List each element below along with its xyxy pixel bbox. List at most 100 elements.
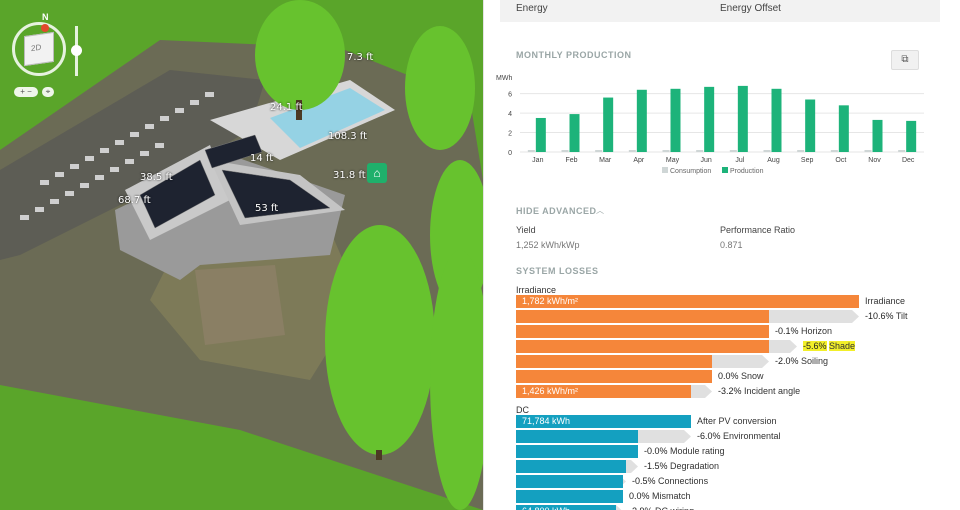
loss-percent: -0.1% (775, 326, 799, 336)
loss-label: -2.0% Soiling (775, 356, 828, 366)
legend-label: Production (730, 168, 764, 175)
production-bar (636, 89, 647, 152)
consumption-bar (729, 150, 737, 152)
performance-ratio-value: 0.871 (720, 240, 743, 250)
x-tick-label: Oct (835, 157, 846, 164)
loss-name: Environmental (723, 431, 781, 441)
loss-bar-value: 1,782 kWh/m² (522, 296, 579, 306)
loss-bar (516, 445, 638, 458)
production-bar (737, 85, 748, 152)
parked-cars (20, 92, 214, 220)
dimension-label: 31.8 ft (333, 170, 366, 181)
copy-button[interactable]: ⧉ (891, 50, 919, 70)
consumption-bar (763, 150, 771, 152)
legend-label: Consumption (670, 168, 711, 175)
view-cube[interactable]: 2D (24, 31, 54, 67)
house-icon[interactable]: ⌂ (367, 163, 387, 183)
dimension-label: 68.7 ft (118, 195, 151, 206)
loss-bar (516, 430, 638, 443)
loss-label: 0.0% Mismatch (629, 491, 691, 501)
loss-bar (516, 475, 623, 488)
yield-label: Yield (516, 225, 536, 235)
y-tick-label: 4 (508, 111, 512, 118)
production-bar (535, 117, 546, 152)
x-tick-label: Sep (801, 157, 814, 164)
loss-bar (516, 340, 769, 353)
loss-name: Module rating (670, 446, 725, 456)
loss-percent: -6.0% (697, 431, 721, 441)
loss-bar (516, 460, 626, 473)
zoom-buttons[interactable]: + − (14, 87, 38, 97)
loss-name: Mismatch (652, 491, 691, 501)
loss-name: Incident angle (744, 386, 801, 396)
roof-setback-area (270, 88, 385, 148)
loss-name: Shade (829, 341, 856, 351)
y-axis-unit: MWh (496, 75, 512, 82)
loss-percent: -0.5% (632, 476, 656, 486)
loss-percent: -10.6% (865, 311, 894, 321)
x-tick-label: Dec (902, 157, 915, 164)
loss-bar-value: 64,800 kWh (522, 506, 570, 510)
loss-arrow (626, 460, 638, 473)
navigation-cube[interactable]: N 2D (8, 12, 82, 82)
yield-value: 1,252 kWh/kWp (516, 240, 580, 250)
dc-group-label: DC (516, 405, 529, 415)
system-losses-title: SYSTEM LOSSES (516, 266, 599, 276)
loss-percent: -0.0% (644, 446, 668, 456)
x-tick-label: Jul (735, 157, 744, 164)
loss-percent: 0.0% (629, 491, 650, 501)
parking-lot (0, 70, 265, 260)
design-3d-viewport[interactable]: 7.3 ft 24.1 ft 108.3 ft 31.8 ft 14 ft 38… (0, 0, 483, 510)
loss-name: DC wiring (655, 506, 694, 510)
production-bar (805, 99, 816, 152)
loss-arrow (769, 340, 797, 353)
hide-advanced-toggle[interactable]: HIDE ADVANCED (516, 206, 597, 216)
dimension-label: 108.3 ft (328, 131, 368, 142)
zoom-slider-handle[interactable] (71, 45, 82, 56)
loss-bar: 1,426 kWh/m² (516, 385, 691, 398)
summary-header: Energy Energy Offset (500, 0, 940, 22)
loss-name: Degradation (670, 461, 720, 471)
loss-bar: 1,782 kWh/m² (516, 295, 859, 308)
x-tick-label: Nov (868, 157, 881, 164)
recenter-button[interactable]: ⌖ (42, 87, 54, 97)
loss-bar (516, 310, 769, 323)
playground (195, 265, 285, 345)
consumption-bar (797, 150, 805, 152)
legend-swatch (662, 167, 668, 173)
loss-name: Tilt (895, 311, 908, 321)
loss-percent: 0.0% (718, 371, 739, 381)
x-tick-label: Apr (633, 157, 645, 164)
chevron-up-icon[interactable]: ︿ (596, 206, 604, 215)
trees (255, 0, 483, 510)
analysis-panel[interactable]: Energy Energy Offset MONTHLY PRODUCTION … (483, 0, 960, 510)
energy-label: Energy (516, 3, 548, 14)
consumption-bar (864, 150, 872, 152)
loss-name: Snow (741, 371, 764, 381)
x-tick-label: Aug (767, 157, 780, 164)
dimension-label: 38.5 ft (140, 172, 173, 183)
loss-name: After PV conversion (697, 416, 777, 426)
dimension-label: 53 ft (255, 203, 279, 214)
dimension-label: 24.1 ft (270, 102, 303, 113)
loss-label: -0.1% Horizon (775, 326, 832, 336)
consumption-bar (527, 150, 535, 152)
loss-arrow (623, 475, 626, 488)
loss-bar (516, 325, 769, 338)
loss-label: -5.6% Shade (803, 341, 856, 351)
loss-label: After PV conversion (697, 416, 777, 426)
loss-arrow (712, 355, 769, 368)
consumption-bar (898, 150, 906, 152)
orbit-ring[interactable] (12, 22, 66, 76)
y-tick-label: 2 (508, 131, 512, 138)
production-bar (838, 105, 849, 152)
copy-icon: ⧉ (901, 54, 909, 65)
production-bar (603, 97, 614, 152)
consumption-bar (595, 150, 603, 152)
x-tick-label: Feb (565, 157, 577, 164)
loss-bar: 64,800 kWh (516, 505, 616, 510)
performance-ratio-label: Performance Ratio (720, 225, 796, 235)
loss-bar (516, 370, 712, 383)
loss-percent: -3.2% (718, 386, 742, 396)
aerial-scene[interactable] (0, 0, 483, 510)
